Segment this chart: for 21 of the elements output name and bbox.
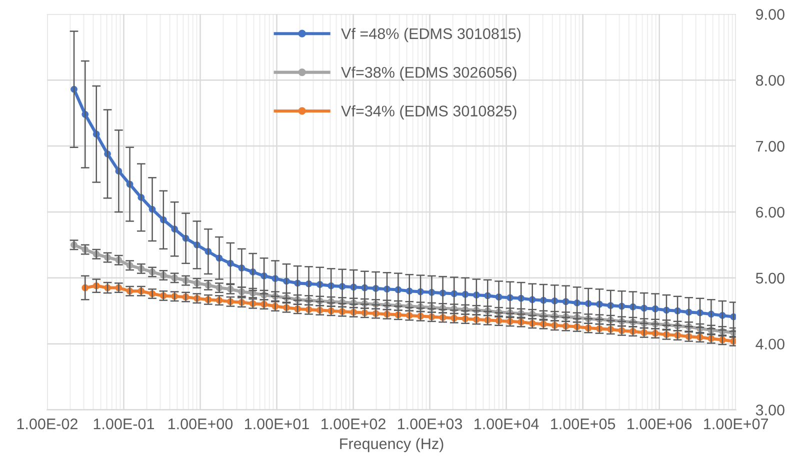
x-tick-label: 1.00E+04 <box>474 418 539 430</box>
x-tick-label: 1.00E+06 <box>628 418 692 430</box>
x-tick-label: 1.00E-01 <box>94 418 154 430</box>
y-tick-label: 6.00 <box>756 206 784 218</box>
y-tick-label: 8.00 <box>756 74 784 86</box>
x-tick-label: 1.00E+02 <box>322 418 386 430</box>
legend-label: Vf=38% (EDMS 3026056) <box>341 66 516 81</box>
x-tick-label: 1.00E+07 <box>704 418 768 430</box>
x-axis-title: Frequency (Hz) <box>340 438 444 452</box>
x-tick-label: 1.00E+00 <box>168 418 233 430</box>
y-tick-label: 3.00 <box>756 404 784 416</box>
y-tick-label: 5.00 <box>756 272 784 284</box>
x-tick-label: 1.00E+03 <box>398 418 462 430</box>
x-tick-label: 1.00E+05 <box>551 418 616 430</box>
x-tick-label: 1.00E+01 <box>245 418 309 430</box>
y-tick-label: 9.00 <box>756 9 784 20</box>
legend-label: Vf=34% (EDMS 3010825) <box>341 105 516 120</box>
x-tick-label: 1.00E-02 <box>17 418 78 430</box>
y-tick-label: 7.00 <box>756 140 784 152</box>
legend-label: Vf =48% (EDMS 3010815) <box>341 28 521 42</box>
y-tick-label: 4.00 <box>756 338 784 350</box>
